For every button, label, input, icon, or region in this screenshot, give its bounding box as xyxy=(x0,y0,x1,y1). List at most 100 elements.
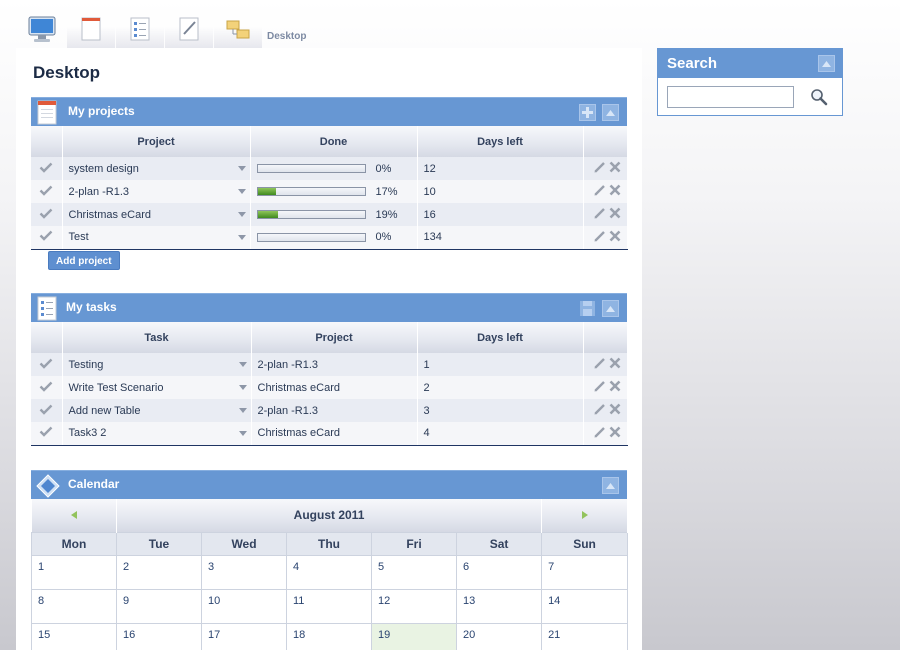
nav-tab-tasks[interactable] xyxy=(116,10,164,48)
table-row[interactable]: Write Test Scenario Christmas eCard 2 xyxy=(31,376,628,399)
calendar-day-cell[interactable]: 3 xyxy=(201,554,287,590)
row-checkmark[interactable] xyxy=(31,203,63,226)
calendar-day-cell[interactable]: 12 xyxy=(371,588,457,624)
edit-icon[interactable] xyxy=(594,380,606,395)
project-name-cell[interactable]: Christmas eCard xyxy=(62,203,251,226)
row-checkmark[interactable] xyxy=(31,180,63,203)
delete-icon[interactable] xyxy=(609,161,621,176)
next-month-button[interactable] xyxy=(541,499,629,532)
search-button[interactable] xyxy=(808,86,830,108)
edit-icon[interactable] xyxy=(594,426,606,441)
calendar-day-cell[interactable]: 21 xyxy=(541,622,629,650)
edit-icon[interactable] xyxy=(594,403,606,418)
dropdown-arrow-icon[interactable] xyxy=(237,166,246,171)
delete-icon[interactable] xyxy=(609,380,621,395)
calendar-day-cell[interactable]: 15 xyxy=(31,622,117,650)
project-name-cell[interactable]: system design xyxy=(62,157,251,180)
project-name-cell[interactable]: Test xyxy=(62,226,251,250)
dropdown-arrow-icon[interactable] xyxy=(237,212,246,217)
table-row[interactable]: Test 0% 134 xyxy=(31,226,628,250)
table-row[interactable]: Christmas eCard 19% 16 xyxy=(31,203,628,226)
collapse-projects-button[interactable] xyxy=(602,104,619,121)
calendar-day-cell[interactable]: 8 xyxy=(31,588,117,624)
edit-icon[interactable] xyxy=(594,184,606,199)
search-input[interactable] xyxy=(667,86,794,108)
delete-icon[interactable] xyxy=(609,357,621,372)
row-checkmark[interactable] xyxy=(31,422,63,446)
delete-icon[interactable] xyxy=(609,207,621,222)
dropdown-arrow-icon[interactable] xyxy=(238,408,247,413)
row-checkmark[interactable] xyxy=(31,226,63,250)
nav-tab-desktop[interactable] xyxy=(18,10,66,48)
column-header-project[interactable]: Project xyxy=(251,322,418,353)
task-name-cell[interactable]: Write Test Scenario xyxy=(62,376,252,399)
project-name[interactable]: Test xyxy=(68,231,89,244)
task-name-cell[interactable]: Add new Table xyxy=(62,399,252,422)
delete-icon[interactable] xyxy=(609,230,621,245)
previous-month-button[interactable] xyxy=(31,499,117,532)
task-project-cell[interactable]: 2-plan -R1.3 xyxy=(251,399,418,422)
column-header-days-left[interactable]: Days left xyxy=(417,126,584,157)
calendar-day-cell[interactable]: 11 xyxy=(286,588,372,624)
project-name[interactable]: 2-plan -R1.3 xyxy=(68,185,130,198)
delete-icon[interactable] xyxy=(609,426,621,441)
table-row[interactable]: Testing 2-plan -R1.3 1 xyxy=(31,353,628,376)
edit-icon[interactable] xyxy=(594,207,606,222)
task-project-cell[interactable]: Christmas eCard xyxy=(251,376,418,399)
column-header-done[interactable]: Done xyxy=(250,126,418,157)
row-checkmark[interactable] xyxy=(31,353,63,376)
table-row[interactable]: system design 0% 12 xyxy=(31,157,628,180)
task-project-cell[interactable]: 2-plan -R1.3 xyxy=(251,353,418,376)
dropdown-arrow-icon[interactable] xyxy=(238,362,247,367)
nav-tab-structure[interactable] xyxy=(214,10,262,48)
edit-icon[interactable] xyxy=(594,230,606,245)
project-name-cell[interactable]: 2-plan -R1.3 xyxy=(62,180,251,203)
dropdown-arrow-icon[interactable] xyxy=(237,234,246,240)
collapse-search-button[interactable] xyxy=(818,55,835,72)
dropdown-arrow-icon[interactable] xyxy=(238,430,247,436)
table-row[interactable]: Task3 2 Christmas eCard 4 xyxy=(31,422,628,446)
task-name[interactable]: Write Test Scenario xyxy=(68,381,164,394)
task-name-cell[interactable]: Testing xyxy=(62,353,252,376)
calendar-day-cell[interactable]: 17 xyxy=(201,622,287,650)
table-row[interactable]: 2-plan -R1.3 17% 10 xyxy=(31,180,628,203)
calendar-day-cell[interactable]: 4 xyxy=(286,554,372,590)
row-checkmark[interactable] xyxy=(31,157,63,180)
column-header-days-left[interactable]: Days left xyxy=(417,322,584,353)
calendar-day-cell[interactable]: 1 xyxy=(31,554,117,590)
breadcrumb[interactable]: Desktop xyxy=(267,31,307,42)
dropdown-arrow-icon[interactable] xyxy=(237,189,246,194)
delete-icon[interactable] xyxy=(609,403,621,418)
calendar-day-cell[interactable]: 14 xyxy=(541,588,629,624)
column-header-task[interactable]: Task xyxy=(62,322,252,353)
edit-icon[interactable] xyxy=(594,161,606,176)
calendar-day-cell[interactable]: 19 xyxy=(371,622,457,650)
project-name[interactable]: Christmas eCard xyxy=(68,208,152,221)
calendar-day-cell[interactable]: 9 xyxy=(116,588,202,624)
calendar-day-cell[interactable]: 6 xyxy=(455,554,543,590)
calendar-day-cell[interactable]: 10 xyxy=(201,588,287,624)
calendar-day-cell[interactable]: 13 xyxy=(455,588,543,624)
delete-icon[interactable] xyxy=(609,184,621,199)
add-project-button[interactable]: Add project xyxy=(48,251,120,270)
column-header-project[interactable]: Project xyxy=(62,126,251,157)
calendar-day-cell[interactable]: 2 xyxy=(116,554,202,590)
calendar-day-cell[interactable]: 7 xyxy=(541,554,629,590)
calendar-day-cell[interactable]: 16 xyxy=(116,622,202,650)
nav-tab-documents[interactable] xyxy=(67,10,115,48)
collapse-calendar-button[interactable] xyxy=(602,477,619,494)
row-checkmark[interactable] xyxy=(31,399,63,422)
table-row[interactable]: Add new Table 2-plan -R1.3 3 xyxy=(31,399,628,422)
project-name[interactable]: system design xyxy=(68,162,139,175)
task-name[interactable]: Add new Table xyxy=(68,404,141,417)
task-name-cell[interactable]: Task3 2 xyxy=(62,422,252,446)
task-name[interactable]: Testing xyxy=(68,358,104,371)
save-tasks-button[interactable] xyxy=(579,300,596,317)
collapse-tasks-button[interactable] xyxy=(602,300,619,317)
dropdown-arrow-icon[interactable] xyxy=(238,385,247,390)
edit-icon[interactable] xyxy=(594,357,606,372)
add-project-header-button[interactable] xyxy=(579,104,596,121)
task-project-cell[interactable]: Christmas eCard xyxy=(251,422,418,446)
row-checkmark[interactable] xyxy=(31,376,63,399)
nav-tab-notes[interactable] xyxy=(165,10,213,48)
